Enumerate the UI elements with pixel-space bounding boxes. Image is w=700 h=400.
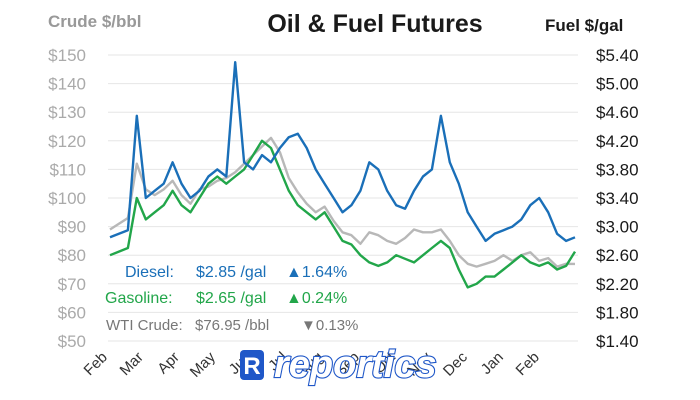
right-tick-label: $3.80 bbox=[596, 160, 639, 179]
legend-crude-label: WTI Crude: bbox=[106, 317, 183, 334]
right-tick-label: $4.60 bbox=[596, 103, 639, 122]
legend-diesel-change: ▲1.64% bbox=[286, 264, 347, 281]
series-lines bbox=[109, 61, 577, 289]
right-tick-label: $3.00 bbox=[596, 218, 639, 237]
legend-gasoline-label: Gasoline: bbox=[105, 290, 173, 307]
series-line-wti-crude bbox=[109, 136, 576, 268]
right-tick-label: $3.40 bbox=[596, 189, 639, 208]
left-axis-ticks: $150 $140 $130 $120 $110 $100 $90 $80 $70 $60 $50 bbox=[48, 46, 86, 351]
watermark-text: reportics bbox=[274, 344, 437, 386]
left-tick-label: $110 bbox=[49, 160, 86, 179]
x-tick-label: May bbox=[187, 348, 219, 380]
legend-crude-price: $76.95 /bbl bbox=[195, 317, 269, 334]
x-tick-label: Feb bbox=[81, 349, 111, 379]
series-line-gasoline bbox=[109, 139, 577, 289]
right-tick-label: $2.60 bbox=[596, 246, 639, 265]
legend-diesel-label: Diesel: bbox=[125, 264, 174, 281]
watermark-logo-letter: R bbox=[243, 353, 260, 380]
left-axis-title: Crude $/bbl bbox=[48, 12, 142, 31]
right-axis-ticks: $5.40 $5.00 $4.60 $4.20 $3.80 $3.40 $3.00 $2.60… bbox=[596, 46, 639, 351]
right-tick-label: $4.20 bbox=[596, 132, 639, 151]
right-tick-label: $1.80 bbox=[596, 303, 639, 322]
x-tick-label: Mar bbox=[117, 349, 147, 379]
right-tick-label: $5.40 bbox=[596, 46, 639, 65]
x-tick-label: Jan bbox=[478, 349, 507, 378]
watermark-logo-badge bbox=[240, 350, 264, 380]
left-tick-label: $60 bbox=[58, 303, 86, 322]
legend-diesel-price: $2.85 /gal bbox=[196, 264, 266, 281]
right-axis-title: Fuel $/gal bbox=[545, 16, 623, 35]
legend-gasoline-price: $2.65 /gal bbox=[196, 290, 266, 307]
left-tick-label: $100 bbox=[48, 189, 86, 208]
gridlines bbox=[108, 54, 578, 342]
left-tick-label: $150 bbox=[48, 46, 86, 65]
left-tick-label: $70 bbox=[58, 275, 86, 294]
legend-gasoline-change: ▲0.24% bbox=[286, 290, 347, 307]
reportics-watermark: R reportics bbox=[240, 343, 438, 387]
right-tick-label: $1.40 bbox=[596, 332, 639, 351]
right-tick-label: $2.20 bbox=[596, 275, 639, 294]
chart-title: Oil & Fuel Futures bbox=[267, 10, 482, 38]
left-tick-label: $90 bbox=[58, 218, 86, 237]
left-tick-label: $120 bbox=[48, 132, 86, 151]
x-tick-label: Dec bbox=[440, 348, 471, 379]
legend-crude-change: ▼0.13% bbox=[301, 317, 358, 334]
x-tick-label: Feb bbox=[513, 349, 543, 379]
left-tick-label: $140 bbox=[48, 75, 86, 94]
left-tick-label: $50 bbox=[58, 332, 86, 351]
right-tick-label: $5.00 bbox=[596, 75, 639, 94]
legend: Diesel: $2.85 /gal ▲1.64% Gasoline: $2.6… bbox=[105, 264, 358, 334]
series-line-diesel bbox=[109, 61, 576, 243]
x-tick-label: Apr bbox=[154, 349, 183, 378]
left-tick-label: $130 bbox=[48, 103, 86, 122]
left-tick-label: $80 bbox=[58, 246, 86, 265]
